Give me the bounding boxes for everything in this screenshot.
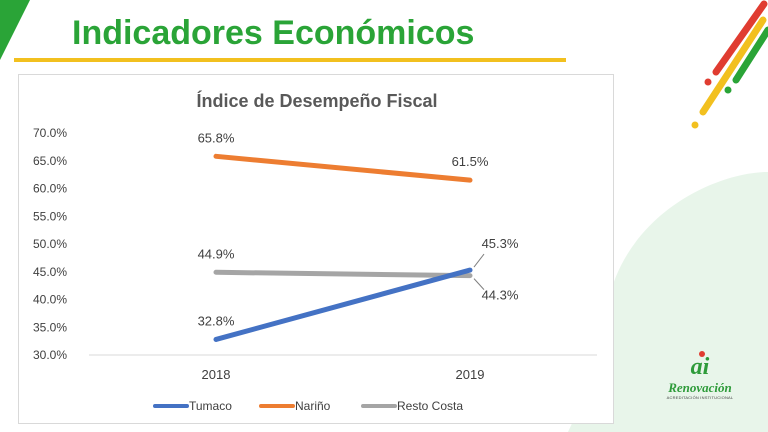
y-tick-label: 35.0% (33, 320, 67, 334)
logo-mark: ai (691, 354, 710, 376)
diagonal-stripes-decoration (691, 0, 768, 129)
y-tick-label: 40.0% (33, 293, 67, 307)
corner-triangle-decoration (0, 0, 30, 60)
x-tick-label: 2019 (456, 367, 485, 382)
series-line-nariño (213, 153, 473, 183)
title-underline (14, 58, 566, 62)
green-background-shape (568, 172, 768, 432)
series-line-resto-costa (213, 269, 473, 279)
legend-item-tumaco: Tumaco (153, 399, 232, 413)
data-label-leader (473, 278, 485, 290)
logo-mark-icon: ai (691, 351, 710, 380)
data-label: 44.3% (482, 288, 519, 303)
data-label: 32.8% (198, 313, 235, 328)
data-label: 44.9% (198, 246, 235, 261)
legend-item-nariño: Nariño (259, 399, 331, 413)
data-label: 45.3% (482, 236, 519, 251)
chart-card: Índice de Desempeño Fiscal 30.0% 35.0% 40.… (18, 74, 614, 424)
chart-title: Índice de Desempeño Fiscal (196, 90, 437, 111)
y-tick-label: 30.0% (33, 348, 67, 362)
renovacion-logo: ai Renovación ACREDITACIÓN INSTITUCIONAL (660, 350, 740, 410)
page-title: Indicadores Económicos (72, 14, 475, 52)
series-line-tumaco (213, 267, 473, 342)
legend-item-resto-costa: Resto Costa (361, 399, 463, 413)
x-tick-label: 2018 (202, 367, 231, 382)
line-chart: Índice de Desempeño Fiscal 30.0% 35.0% 40.… (33, 90, 597, 413)
legend-label: Tumaco (189, 399, 232, 413)
y-tick-label: 45.0% (33, 265, 67, 279)
y-tick-label: 50.0% (33, 237, 67, 251)
y-tick-label: 60.0% (33, 182, 67, 196)
data-label: 65.8% (198, 130, 235, 145)
logo-subtitle: ACREDITACIÓN INSTITUCIONAL (666, 395, 734, 400)
y-tick-label: 55.0% (33, 209, 67, 223)
legend-label: Resto Costa (397, 399, 463, 413)
legend-label: Nariño (295, 399, 331, 413)
logo-name: Renovación (668, 380, 732, 395)
data-label: 61.5% (452, 154, 489, 169)
data-label-leader (473, 253, 485, 268)
y-tick-label: 65.0% (33, 154, 67, 168)
y-tick-label: 70.0% (33, 126, 67, 140)
